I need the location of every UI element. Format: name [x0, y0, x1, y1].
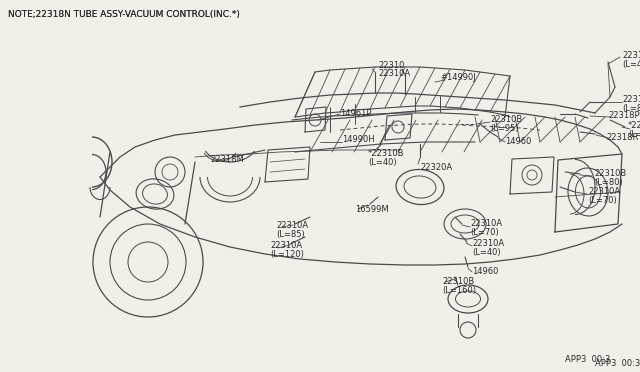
- Text: #14990J: #14990J: [440, 73, 476, 81]
- Text: 22310A: 22310A: [276, 221, 308, 230]
- Text: (L=95): (L=95): [628, 129, 640, 138]
- Text: 14960: 14960: [505, 138, 531, 147]
- Text: 22310: 22310: [378, 61, 404, 71]
- Text: 22310A: 22310A: [588, 187, 620, 196]
- Text: 22310A: 22310A: [470, 219, 502, 228]
- Text: 14960: 14960: [472, 267, 499, 276]
- Text: 22310A: 22310A: [270, 241, 302, 250]
- Text: (L=80): (L=80): [594, 179, 623, 187]
- Text: (L=70): (L=70): [470, 228, 499, 237]
- Text: (L=160): (L=160): [442, 286, 476, 295]
- Text: APP3  00:3: APP3 00:3: [595, 359, 640, 369]
- Text: 22310A: 22310A: [622, 51, 640, 60]
- Text: 22318R: 22318R: [606, 132, 638, 141]
- Text: 22310B: 22310B: [622, 96, 640, 105]
- Text: 16599M: 16599M: [355, 205, 388, 214]
- Text: *22310B: *22310B: [368, 150, 404, 158]
- Text: 22318M: 22318M: [210, 154, 244, 164]
- Text: (L=80): (L=80): [622, 105, 640, 113]
- Text: 22310A: 22310A: [472, 240, 504, 248]
- Text: 14990H: 14990H: [342, 135, 374, 144]
- Text: (L=120): (L=120): [270, 250, 304, 260]
- Text: 22318P: 22318P: [608, 110, 639, 119]
- Text: 14961P: 14961P: [340, 109, 371, 119]
- Text: (L=40): (L=40): [368, 158, 397, 167]
- Text: NOTE;22318N TUBE ASSY-VACUUM CONTROL(INC.*): NOTE;22318N TUBE ASSY-VACUUM CONTROL(INC…: [8, 10, 240, 19]
- Text: *22310B: *22310B: [628, 121, 640, 129]
- Text: 22310A: 22310A: [378, 70, 410, 78]
- Text: 22310B: 22310B: [490, 115, 522, 125]
- Text: (L=70): (L=70): [588, 196, 617, 205]
- Text: (L=40): (L=40): [472, 248, 500, 257]
- Text: (L=95): (L=95): [490, 125, 518, 134]
- Text: (L=450): (L=450): [622, 60, 640, 68]
- Text: (L=85): (L=85): [276, 230, 305, 238]
- Text: NOTE;22318N TUBE ASSY-VACUUM CONTROL(INC.*): NOTE;22318N TUBE ASSY-VACUUM CONTROL(INC…: [8, 10, 240, 19]
- Text: 22320A: 22320A: [420, 163, 452, 171]
- Text: 22310B: 22310B: [442, 278, 474, 286]
- Text: 22310B: 22310B: [594, 170, 627, 179]
- Text: APP3  00:3: APP3 00:3: [565, 356, 611, 365]
